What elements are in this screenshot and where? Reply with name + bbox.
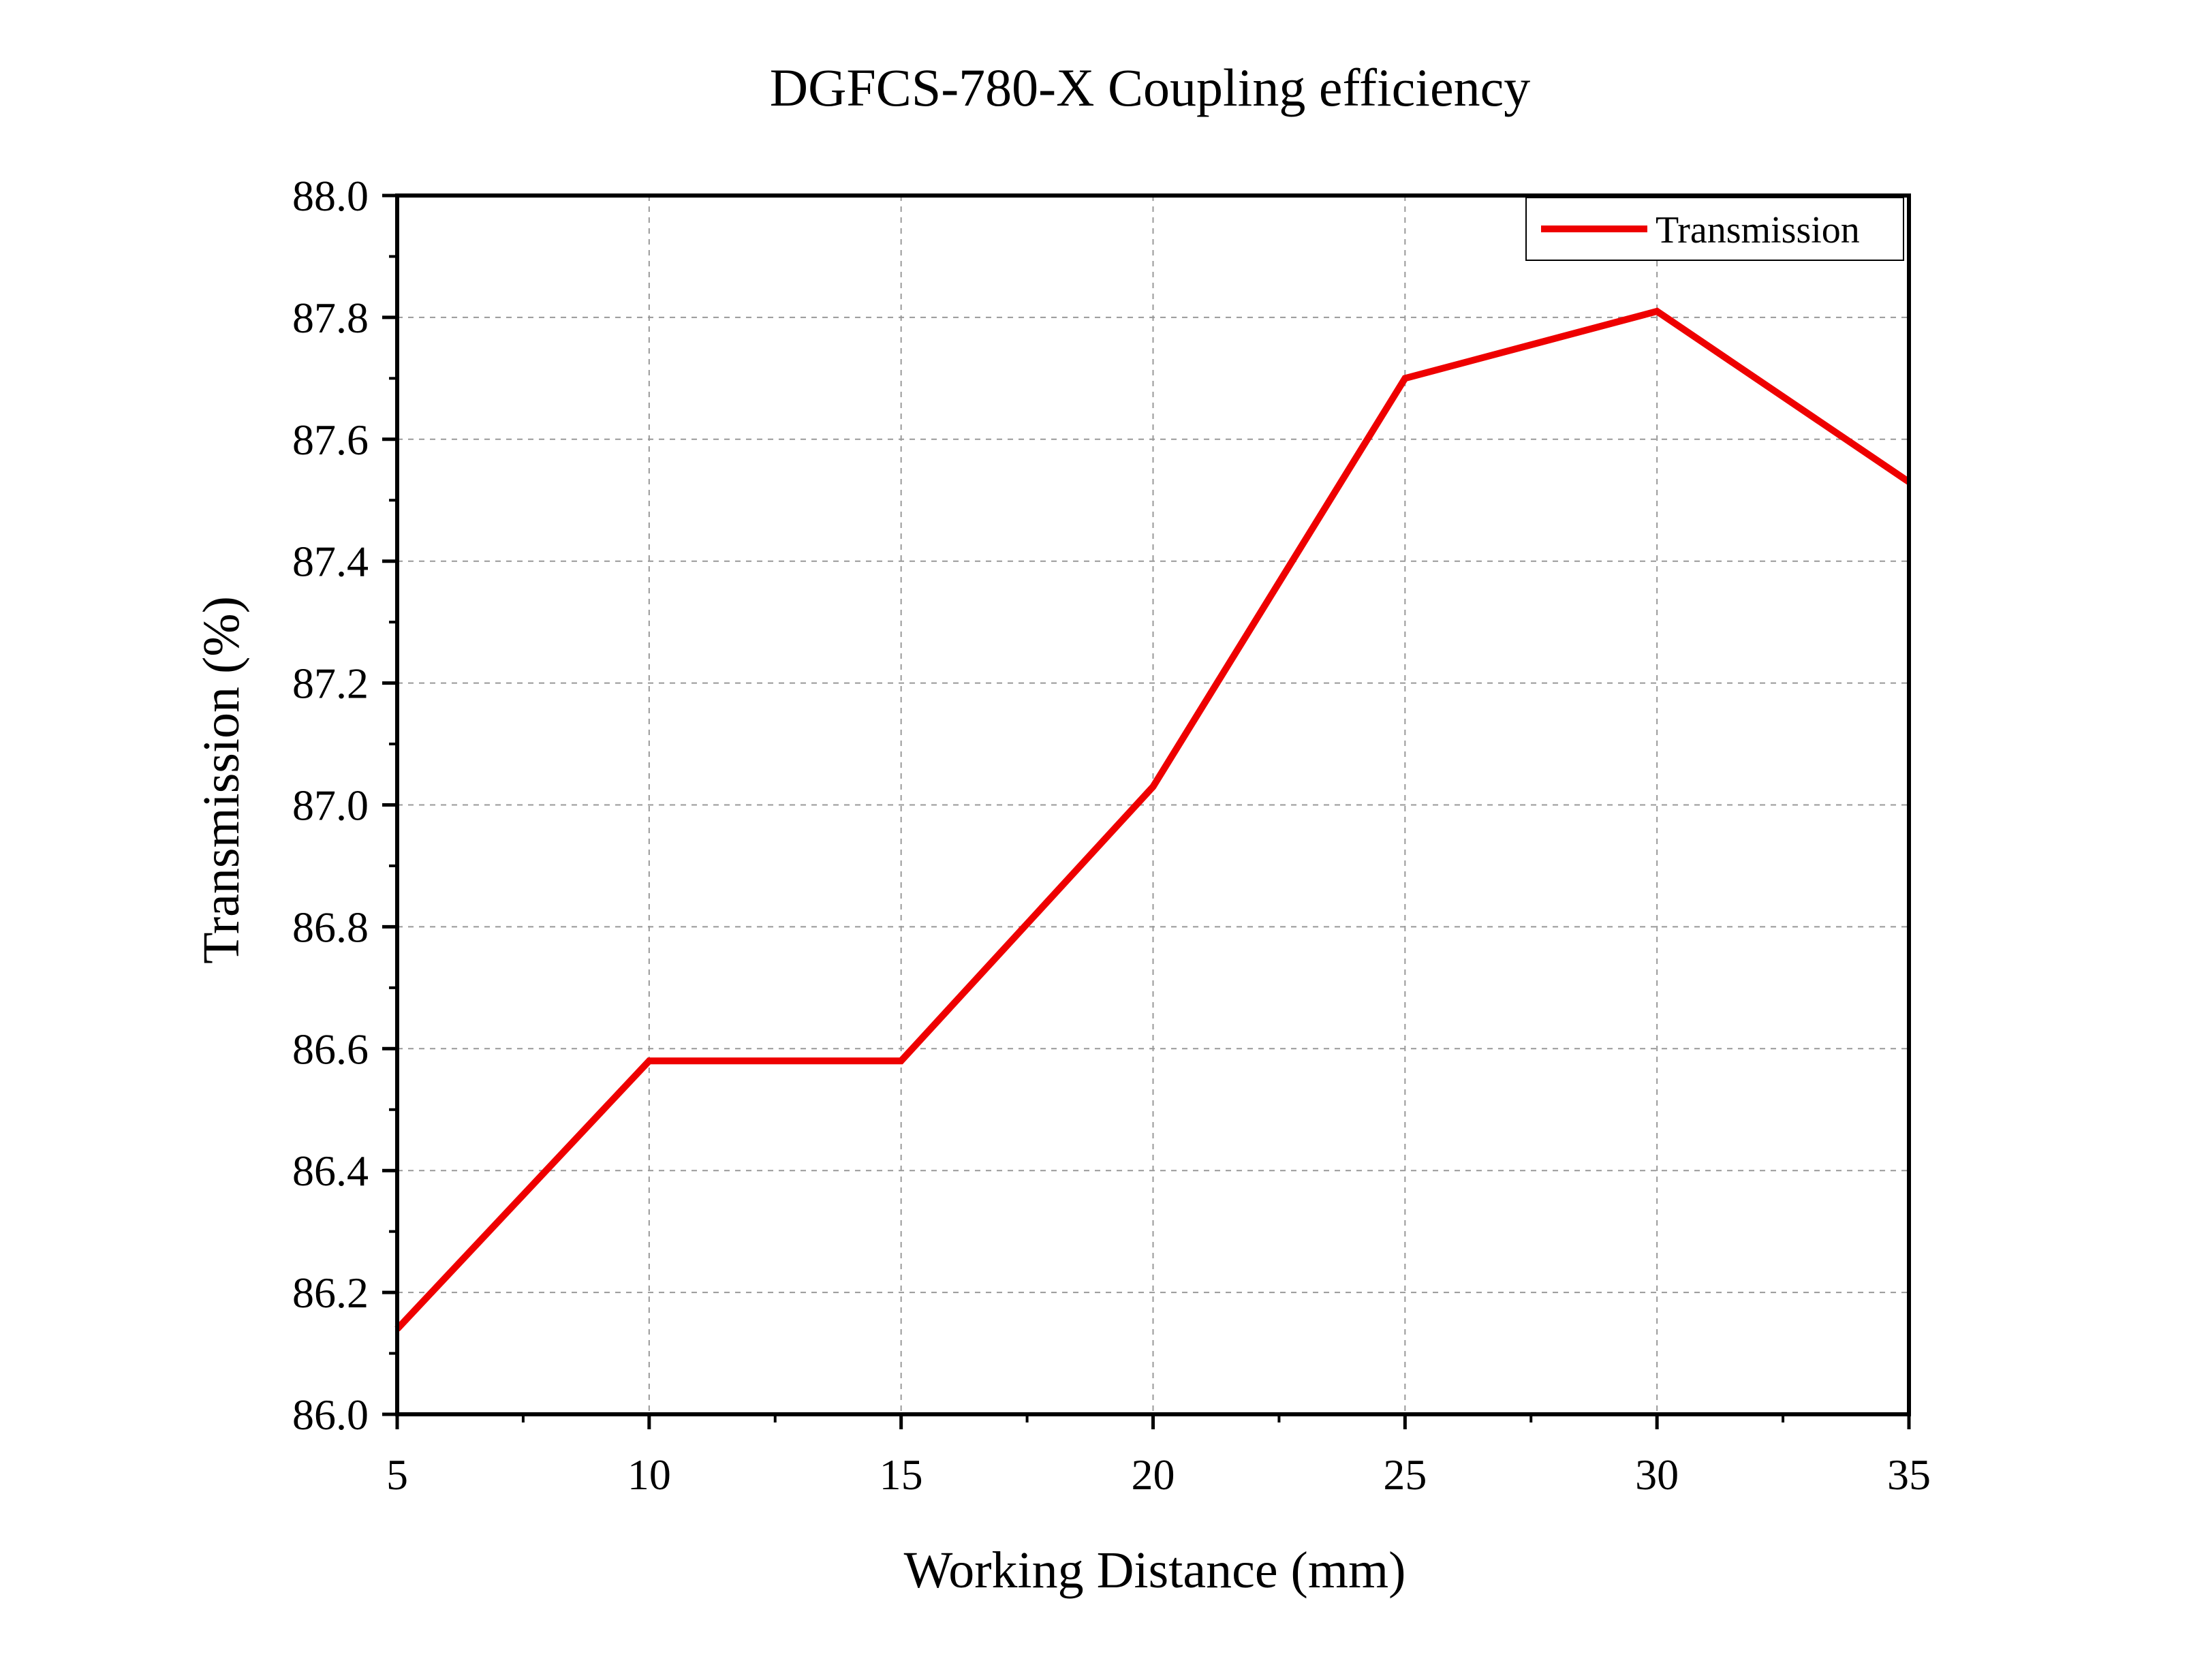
legend-label: Transmission [1656,209,1860,251]
y-tick-label: 86.6 [292,1025,369,1073]
x-tick-label: 15 [880,1450,923,1499]
y-tick-label: 88.0 [292,172,369,220]
y-tick-label: 86.4 [292,1147,369,1195]
y-tick-label: 87.6 [292,416,369,464]
x-tick-label: 5 [386,1450,408,1499]
x-tick-label: 30 [1635,1450,1679,1499]
x-tick-label: 10 [627,1450,671,1499]
x-axis-label: Working Distance (mm) [904,1542,1406,1599]
y-tick-label: 86.8 [292,903,369,951]
series-layer [394,307,1911,1332]
y-tick-label: 86.2 [292,1269,369,1317]
grid [397,196,1909,1414]
chart-title: DGFCS-780-X Coupling efficiency [770,58,1530,117]
y-tick-label: 87.8 [292,294,369,342]
x-tick-label: 35 [1887,1450,1931,1499]
x-tick-label: 25 [1383,1450,1427,1499]
y-tick-label: 87.2 [292,659,369,708]
y-tick-label: 86.0 [292,1390,369,1439]
series-line-transmission [394,307,1911,1332]
ticks: 5 10 15 20 25 30 35 86.0 86.2 86.4 86.6 86.8 87.0 87.… [292,172,1931,1499]
y-axis-label: Transmission (%) [193,596,250,964]
y-tick-label: 87.4 [292,538,369,586]
legend: Transmission [1525,197,1904,261]
x-tick-label: 20 [1132,1450,1175,1499]
y-tick-label: 87.0 [292,781,369,830]
